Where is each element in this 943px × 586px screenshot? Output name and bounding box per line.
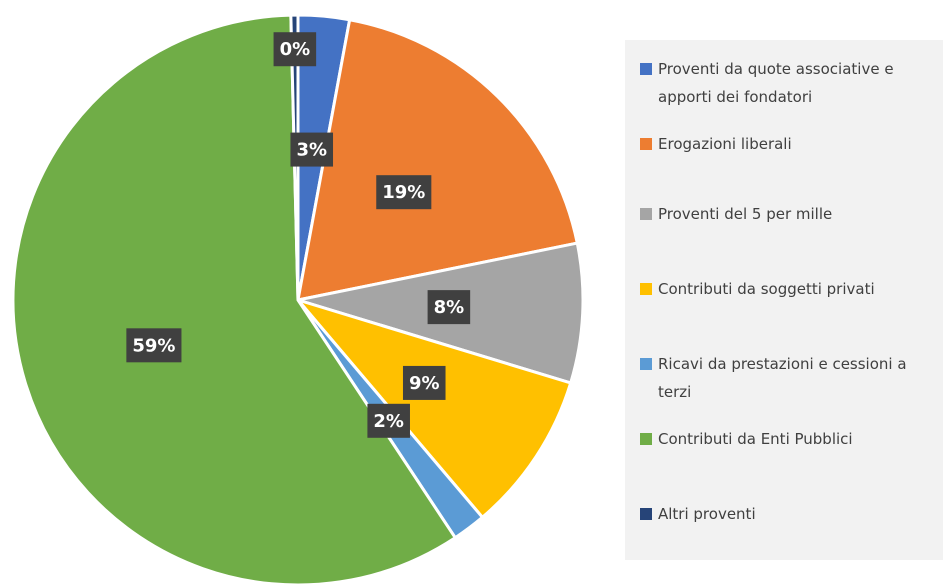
data-label: 59% [126,328,182,363]
legend-swatch [640,283,652,295]
legend-swatch [640,138,652,150]
legend-swatch [640,208,652,220]
data-label-box [367,403,410,438]
data-label-text: 19% [382,182,425,203]
legend-label: Proventi del 5 per mille [658,205,833,223]
legend-swatch [640,433,652,445]
legend-label: Altri proventi [658,505,756,523]
data-label-text: 0% [280,39,311,60]
legend-label: Proventi da quote associative e apporti … [658,60,894,106]
data-label: 8% [427,290,471,325]
legend: Proventi da quote associative e apporti … [625,40,943,560]
pie-slice [11,13,458,586]
data-label-text: 3% [296,140,327,161]
data-label: 19% [376,175,432,210]
data-label-text: 2% [373,411,404,432]
data-label: 3% [290,132,334,167]
data-label: 9% [402,365,446,400]
data-label-box [290,132,334,167]
data-label-text: 9% [409,373,440,394]
data-label-box [126,328,182,363]
legend-swatch [640,63,652,75]
data-label-box [273,32,317,67]
data-label: 0% [273,32,317,67]
pie-slice [293,297,573,520]
data-label-box [402,365,446,400]
legend-label: Erogazioni liberali [658,135,792,153]
data-label-text: 8% [434,297,465,318]
data-label-box [376,175,432,210]
legend-label: Contributi da Enti Pubblici [658,430,853,448]
pie-slice [296,17,580,302]
legend-label: Contributi da soggetti privati [658,280,875,298]
legend-swatch [640,508,652,520]
data-label-text: 59% [132,335,175,356]
data-label: 2% [367,403,410,438]
legend-label: Ricavi da prestazioni e cessioni a terzi [658,355,907,401]
data-label-box [427,290,471,325]
legend-swatch [640,358,652,370]
